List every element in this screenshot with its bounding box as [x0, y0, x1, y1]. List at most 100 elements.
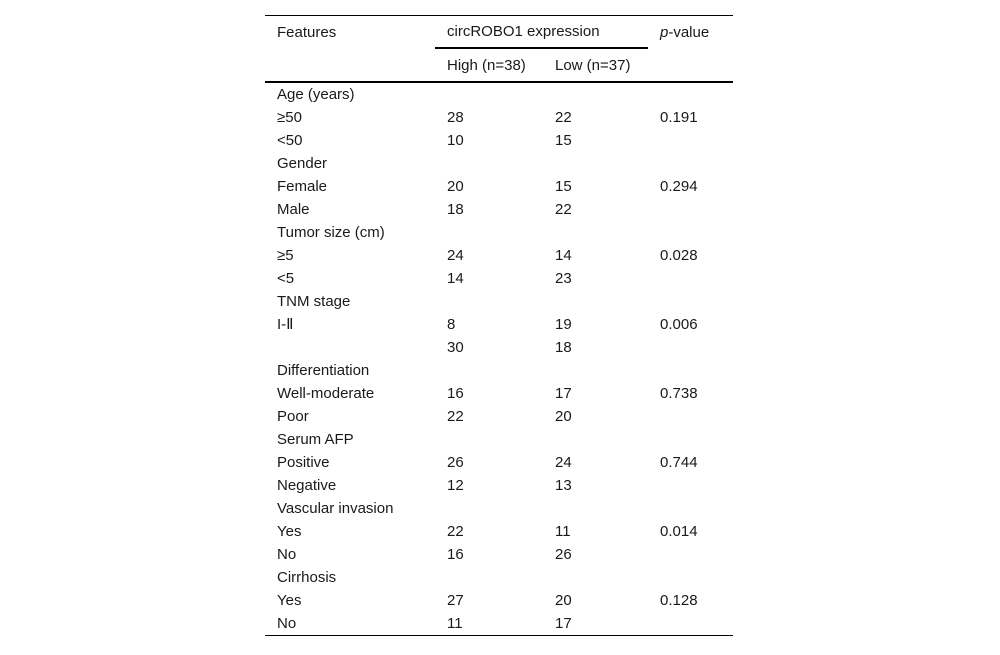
cell-high: 24	[447, 247, 464, 264]
cell-low: 24	[555, 454, 572, 471]
cell-feature: Well-moderate	[277, 385, 375, 402]
cell-feature: <5	[277, 270, 295, 287]
cell-high: 22	[447, 408, 464, 425]
cell-low	[543, 497, 648, 520]
cell-low	[543, 428, 648, 451]
empty-cell	[265, 48, 435, 83]
cell-high	[435, 290, 543, 313]
cell-low: 20	[555, 408, 572, 425]
cell-low: 17	[543, 612, 648, 636]
cell-pvalue: 0.014	[660, 523, 698, 540]
cell-pvalue	[648, 543, 733, 566]
cell-pvalue: 0.294	[660, 178, 698, 195]
cell-low: 13	[555, 477, 572, 494]
cell-feature: ≥5	[277, 247, 294, 264]
cell-pvalue	[648, 336, 733, 359]
cell-pvalue: 0.738	[660, 385, 698, 402]
cell-feature: Male	[277, 201, 310, 218]
cell-high	[435, 221, 543, 244]
cell-pvalue	[648, 497, 733, 520]
table-row: No 16 26	[265, 543, 733, 566]
cell-low	[543, 290, 648, 313]
cell-feature: I-Ⅱ	[277, 316, 294, 333]
cell-feature: Positive	[277, 454, 330, 471]
cell-pvalue: 0.028	[660, 247, 698, 264]
cell-low: 11	[555, 523, 571, 540]
table-row: Female 20 15 0.294	[265, 175, 733, 198]
cell-low: 20	[555, 592, 572, 609]
table-row: Poor 22 20	[265, 405, 733, 428]
col-header-pvalue: p-value	[648, 15, 733, 48]
cell-feature: TNM stage	[277, 293, 351, 310]
cell-pvalue	[648, 129, 733, 152]
cell-pvalue	[648, 474, 733, 497]
cell-feature: Negative	[277, 477, 337, 494]
empty-cell	[648, 48, 733, 83]
cell-high: 28	[447, 109, 464, 126]
table-row: <50 10 15	[265, 129, 733, 152]
table-row: Well-moderate 16 17 0.738	[265, 382, 733, 405]
cell-high: 22	[447, 523, 464, 540]
cell-pvalue: 0.744	[660, 454, 698, 471]
cell-pvalue	[648, 290, 733, 313]
cell-pvalue	[648, 405, 733, 428]
header-row-groups: Features circROBO1 expression p-value	[265, 15, 733, 49]
cell-high: 26	[447, 454, 464, 471]
cell-high: 12	[447, 477, 464, 494]
cell-feature: No	[265, 612, 435, 636]
cell-high	[435, 566, 543, 589]
table-row: TNM stage	[265, 290, 733, 313]
col-header-low: Low (n=37)	[543, 48, 648, 83]
cell-feature: Tumor size (cm)	[277, 224, 385, 241]
table-row: I-Ⅱ 8 19 0.006	[265, 313, 733, 336]
cell-pvalue	[648, 82, 733, 106]
cell-low: 18	[555, 339, 572, 356]
cell-high: 18	[447, 201, 464, 218]
cell-low: 22	[555, 201, 572, 218]
cell-low: 17	[555, 385, 572, 402]
cell-feature: Gender	[277, 155, 328, 172]
cell-high	[435, 359, 543, 382]
cell-low: 14	[555, 247, 572, 264]
table-row: Negative 12 13	[265, 474, 733, 497]
table-row: Serum AFP	[265, 428, 733, 451]
cell-high: 14	[447, 270, 464, 287]
pvalue-suffix: -value	[668, 23, 710, 41]
cell-low	[543, 566, 648, 589]
cell-high	[435, 82, 543, 106]
cell-high: 8	[447, 316, 456, 333]
cell-feature: Cirrhosis	[277, 569, 337, 586]
cell-low: 15	[555, 178, 572, 195]
cell-high: 11	[435, 612, 543, 636]
cell-pvalue	[648, 612, 733, 636]
header-row-subcolumns: High (n=38) Low (n=37)	[265, 48, 733, 83]
cell-low	[543, 152, 648, 175]
cell-pvalue	[648, 566, 733, 589]
cell-low	[543, 359, 648, 382]
table-row: Positive 26 24 0.744	[265, 451, 733, 474]
cell-pvalue	[648, 428, 733, 451]
cell-low	[543, 82, 648, 106]
cell-low: 23	[555, 270, 572, 287]
cell-low: 19	[555, 316, 572, 333]
cell-feature: Poor	[277, 408, 309, 425]
cell-high	[435, 152, 543, 175]
col-header-high: High (n=38)	[435, 48, 543, 83]
cell-feature: Yes	[277, 592, 302, 609]
pvalue-italic-p: p	[660, 23, 669, 41]
data-table: Features circROBO1 expression p-value Hi…	[265, 15, 733, 636]
table-row: <5 14 23	[265, 267, 733, 290]
cell-low: 22	[555, 109, 572, 126]
table-row: Age (years)	[265, 82, 733, 106]
table-row: Cirrhosis	[265, 566, 733, 589]
cell-high	[435, 497, 543, 520]
cell-feature: Vascular invasion	[277, 500, 394, 517]
cell-low: 26	[555, 546, 572, 563]
cell-high: 27	[447, 592, 464, 609]
table-row: Male 18 22	[265, 198, 733, 221]
table-row: Gender	[265, 152, 733, 175]
table-row: ≥50 28 22 0.191	[265, 106, 733, 129]
cell-pvalue: 0.128	[660, 592, 698, 609]
cell-low: 15	[555, 132, 572, 149]
